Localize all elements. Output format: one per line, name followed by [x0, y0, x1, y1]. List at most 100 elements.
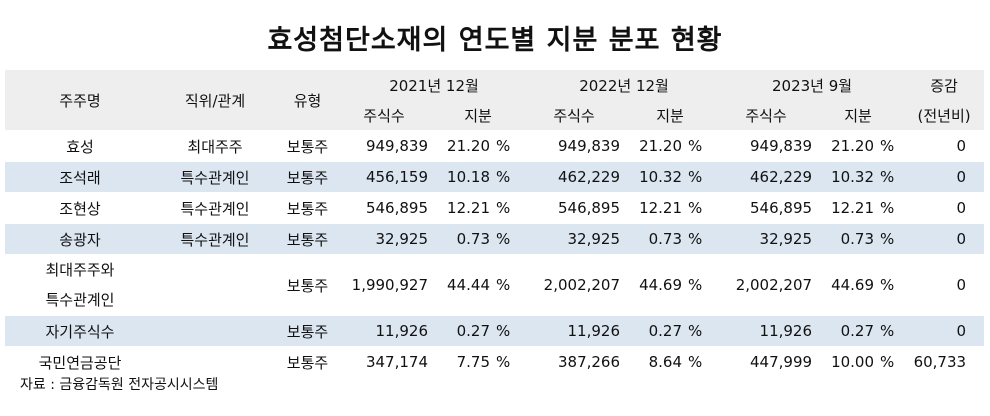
cell-change: 0 — [904, 315, 985, 347]
source-note: 자료 : 금융감독원 전자공시시스템 — [20, 377, 219, 393]
page-title: 효성첨단소재의 연도별 지분 분포 현황 — [267, 25, 723, 56]
cell-stake: 21.20 — [620, 130, 683, 162]
cell-stake: 0.27 — [812, 315, 875, 347]
cell-stake: 44.44 — [428, 254, 490, 316]
cell-shares: 546,895 — [720, 192, 813, 224]
cell-shares: 447,999 — [720, 346, 813, 377]
header-change-sub: (전년비) — [904, 100, 985, 131]
cell-shares: 546,895 — [340, 192, 428, 224]
cell-stake: 0.27 — [428, 315, 490, 347]
header-relation: 직위/관계 — [155, 70, 275, 131]
cell-pct-unit: % — [874, 254, 905, 316]
header-period-2021: 2021년 12월 — [340, 70, 529, 100]
cell-shareholder: 최대주주와 특수관계인 — [5, 254, 155, 316]
cell-pct-unit: % — [490, 130, 529, 162]
cell-pct-unit: % — [874, 346, 905, 377]
cell-shares: 347,174 — [340, 346, 428, 377]
header-shares-2021: 주식수 — [340, 100, 428, 131]
cell-pct-unit: % — [682, 161, 721, 193]
cell-relation: 최대주주 — [155, 130, 275, 162]
cell-pct-unit: % — [874, 315, 905, 347]
cell-relation: 특수관계인 — [155, 192, 275, 224]
cell-shares: 949,839 — [528, 130, 621, 162]
cell-shares: 462,229 — [528, 161, 621, 193]
cell-shares: 11,926 — [720, 315, 813, 347]
cell-shareholder: 국민연금공단 — [5, 346, 155, 377]
cell-shares: 462,229 — [720, 161, 813, 193]
cell-stake: 10.00 — [812, 346, 875, 377]
cell-change: 0 — [904, 161, 985, 193]
cell-stake: 12.21 — [428, 192, 490, 224]
cell-relation — [155, 346, 275, 377]
cell-change: 0 — [904, 130, 985, 162]
table-row: 자기주식수 보통주 11,926 0.27% 11,926 0.27% 11,926 0.27… — [5, 315, 985, 347]
cell-pct-unit: % — [490, 223, 529, 255]
header-stake-2021: 지분 — [428, 100, 529, 131]
cell-pct-unit: % — [682, 223, 721, 255]
cell-shareholder: 자기주식수 — [5, 315, 155, 347]
cell-pct-unit: % — [874, 130, 905, 162]
cell-type: 보통주 — [275, 192, 340, 224]
cell-type: 보통주 — [275, 161, 340, 193]
cell-shares: 2,002,207 — [720, 254, 813, 316]
cell-shareholder: 송광자 — [5, 223, 155, 255]
cell-stake: 12.21 — [812, 192, 875, 224]
cell-pct-unit: % — [490, 346, 529, 377]
cell-relation — [155, 315, 275, 347]
cell-shares: 546,895 — [528, 192, 621, 224]
cell-change: 0 — [904, 223, 985, 255]
cell-shareholder: 조석래 — [5, 161, 155, 193]
cell-shareholder: 효성 — [5, 130, 155, 162]
cell-stake: 0.27 — [620, 315, 683, 347]
cell-pct-unit: % — [682, 192, 721, 224]
cell-relation: 특수관계인 — [155, 223, 275, 255]
cell-type: 보통주 — [275, 223, 340, 255]
cell-stake: 0.73 — [428, 223, 490, 255]
header-shares-2023: 주식수 — [720, 100, 813, 131]
table-row: 조현상 특수관계인 보통주 546,895 12.21% 546,895 12.21% 546… — [5, 192, 985, 224]
cell-pct-unit: % — [874, 161, 905, 193]
cell-stake: 44.69 — [620, 254, 683, 316]
cell-type: 보통주 — [275, 346, 340, 377]
cell-stake: 8.64 — [620, 346, 683, 377]
cell-pct-unit: % — [490, 254, 529, 316]
cell-shares: 387,266 — [528, 346, 621, 377]
header-change: 증감 — [904, 70, 985, 100]
table-row: 효성 최대주주 보통주 949,839 21.20% 949,839 21.20% 949,8… — [5, 130, 985, 162]
cell-shares: 949,839 — [720, 130, 813, 162]
cell-stake: 44.69 — [812, 254, 875, 316]
cell-stake: 10.32 — [620, 161, 683, 193]
shareholding-table: 주주명 직위/관계 유형 2021년 12월 2022년 12월 2023년 9… — [5, 70, 985, 377]
cell-shares: 2,002,207 — [528, 254, 621, 316]
cell-stake: 7.75 — [428, 346, 490, 377]
cell-stake: 21.20 — [812, 130, 875, 162]
cell-shares: 949,839 — [340, 130, 428, 162]
header-type: 유형 — [275, 70, 340, 131]
table-row: 송광자 특수관계인 보통주 32,925 0.73% 32,925 0.73% 32,925 0… — [5, 223, 985, 255]
cell-stake: 0.73 — [812, 223, 875, 255]
cell-pct-unit: % — [490, 192, 529, 224]
cell-stake: 10.18 — [428, 161, 490, 193]
cell-shares: 32,925 — [528, 223, 621, 255]
cell-shares: 11,926 — [340, 315, 428, 347]
cell-shares: 1,990,927 — [340, 254, 428, 316]
cell-pct-unit: % — [490, 315, 529, 347]
cell-pct-unit: % — [682, 254, 721, 316]
cell-pct-unit: % — [490, 161, 529, 193]
header-stake-2023: 지분 — [812, 100, 905, 131]
table-row: 최대주주와 특수관계인 보통주 1,990,927 44.44% 2,002,207 44.… — [5, 254, 985, 316]
cell-type: 보통주 — [275, 315, 340, 347]
cell-shareholder-line1: 최대주주와 — [45, 261, 115, 279]
cell-shares: 456,159 — [340, 161, 428, 193]
cell-stake: 10.32 — [812, 161, 875, 193]
cell-pct-unit: % — [682, 315, 721, 347]
cell-pct-unit: % — [682, 346, 721, 377]
cell-type: 보통주 — [275, 130, 340, 162]
cell-shares: 11,926 — [528, 315, 621, 347]
header-period-2022: 2022년 12월 — [528, 70, 721, 100]
table-row: 조석래 특수관계인 보통주 456,159 10.18% 462,229 10.32% 462… — [5, 161, 985, 193]
cell-shares: 32,925 — [340, 223, 428, 255]
cell-pct-unit: % — [874, 192, 905, 224]
cell-change: 0 — [904, 254, 985, 316]
table-row: 국민연금공단 보통주 347,174 7.75% 387,266 8.64% 447,999… — [5, 346, 985, 377]
